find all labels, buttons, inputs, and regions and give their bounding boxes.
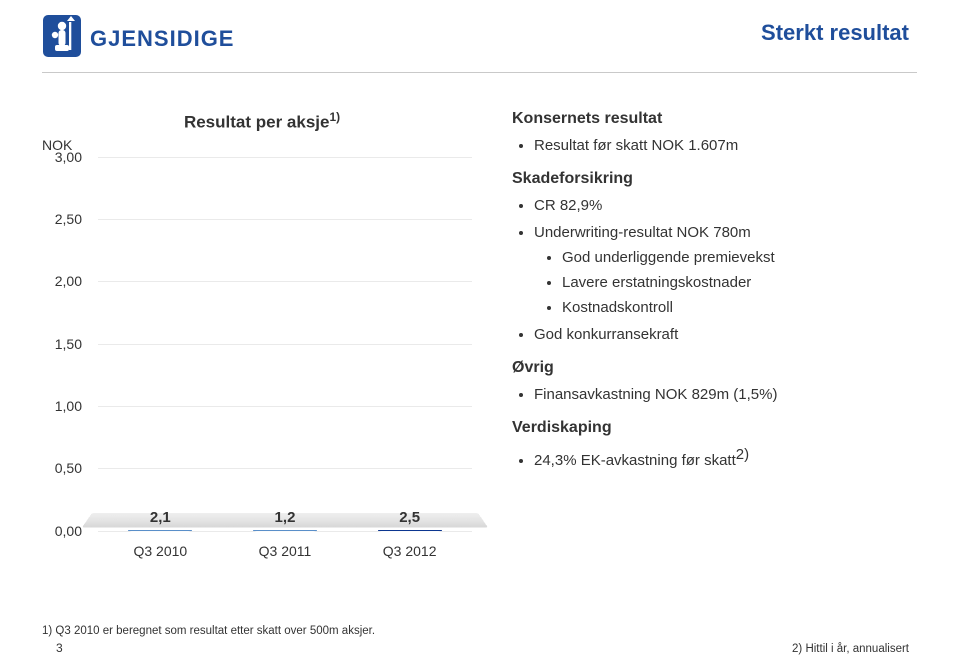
- x-tick: Q3 2012: [375, 543, 445, 559]
- footnote-right: 2) Hittil i år, annualisert: [792, 643, 909, 655]
- brand-logo: GJENSIDIGE: [42, 14, 234, 63]
- bar-value-label: 2,1: [150, 509, 171, 526]
- bar: 2,1: [128, 530, 192, 531]
- sub-kostnad: Kostnadskontroll: [562, 298, 917, 318]
- list-skade: CR 82,9% Underwriting-resultat NOK 780m …: [512, 196, 917, 345]
- y-tick: 0,00: [55, 523, 82, 539]
- bar-value-label: 1,2: [275, 509, 296, 526]
- chart-title-text: Resultat per aksje: [184, 113, 330, 132]
- y-tick: 2,00: [55, 273, 82, 289]
- bar: 2,5: [378, 530, 442, 531]
- bar: 1,2: [253, 530, 317, 531]
- item-konkurranse: God konkurransekraft: [534, 325, 917, 345]
- bar-chart: NOK 0,000,501,001,502,002,503,00 2,11,22…: [42, 139, 482, 559]
- x-axis: Q3 2010 Q3 2011 Q3 2012: [98, 543, 472, 559]
- list-ovrig: Finansavkastning NOK 829m (1,5%): [512, 385, 917, 405]
- body: Resultat per aksje1) NOK 0,000,501,001,5…: [42, 110, 917, 603]
- y-tick: 2,50: [55, 211, 82, 227]
- page-title: Sterkt resultat: [761, 20, 909, 46]
- y-tick: 3,00: [55, 149, 82, 165]
- x-tick: Q3 2011: [250, 543, 320, 559]
- y-tick: 1,00: [55, 398, 82, 414]
- brand-text: GJENSIDIGE: [90, 26, 234, 52]
- x-tick: Q3 2010: [125, 543, 195, 559]
- item-ek-avkastning: 24,3% EK-avkastning før skatt2): [534, 445, 917, 471]
- list-konsern: Resultat før skatt NOK 1.607m: [512, 136, 917, 156]
- bars: 2,1 1,2 2,5: [98, 157, 472, 531]
- heading-skade: Skadeforsikring: [512, 170, 917, 188]
- sub-erstatning: Lavere erstatningskostnader: [562, 273, 917, 293]
- chart-title: Resultat per aksje1): [42, 110, 482, 133]
- header-divider: [42, 72, 917, 73]
- bar-wrap: 2,5: [375, 530, 445, 531]
- item-cr: CR 82,9%: [534, 196, 917, 216]
- item-underwriting: Underwriting-resultat NOK 780m God under…: [534, 223, 917, 319]
- item-ek-super: 2): [736, 446, 749, 463]
- heading-verdiskaping: Verdiskaping: [512, 419, 917, 437]
- sub-premievekst: God underliggende premievekst: [562, 248, 917, 268]
- item-resultat-for-skatt: Resultat før skatt NOK 1.607m: [534, 136, 917, 156]
- item-finansavkastning: Finansavkastning NOK 829m (1,5%): [534, 385, 917, 405]
- sublist-underwriting: God underliggende premievekst Lavere ers…: [534, 248, 917, 319]
- plot-area: 2,1 1,2 2,5: [98, 157, 472, 531]
- bar-wrap: 1,2: [250, 530, 320, 531]
- y-axis: 0,000,501,001,502,002,503,00: [42, 157, 90, 531]
- text-column: Konsernets resultat Resultat før skatt N…: [482, 110, 917, 603]
- y-tick: 0,50: [55, 460, 82, 476]
- list-verdiskaping: 24,3% EK-avkastning før skatt2): [512, 445, 917, 471]
- heading-konsern: Konsernets resultat: [512, 110, 917, 128]
- heading-ovrig: Øvrig: [512, 359, 917, 377]
- header: GJENSIDIGE Sterkt resultat: [0, 0, 959, 90]
- watchman-icon: [42, 14, 82, 63]
- page-number: 3: [56, 641, 63, 655]
- footnote-left: 1) Q3 2010 er beregnet som resultat ette…: [42, 625, 375, 637]
- y-tick: 1,50: [55, 336, 82, 352]
- bar-value-label: 2,5: [399, 509, 420, 526]
- chart-title-super: 1): [329, 110, 340, 124]
- bar-wrap: 2,1: [125, 530, 195, 531]
- item-ek-text: 24,3% EK-avkastning før skatt: [534, 452, 736, 469]
- item-underwriting-text: Underwriting-resultat NOK 780m: [534, 224, 751, 241]
- chart-column: Resultat per aksje1) NOK 0,000,501,001,5…: [42, 110, 482, 603]
